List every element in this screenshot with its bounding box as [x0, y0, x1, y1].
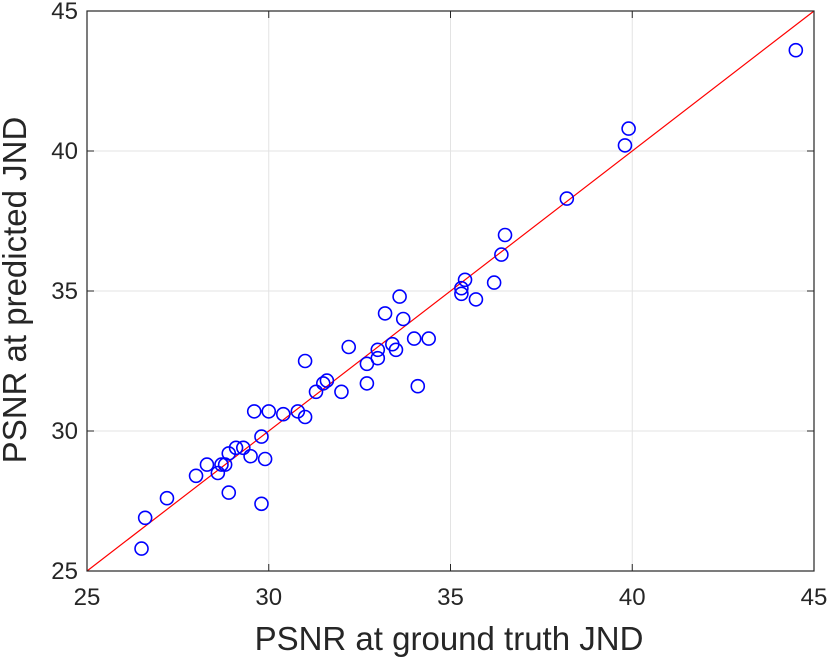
y-tick-label: 25: [51, 558, 78, 585]
data-point: [319, 373, 335, 388]
y-tick-label: 40: [51, 138, 78, 165]
data-point: [370, 350, 386, 366]
data-point: [788, 42, 804, 58]
data-point: [457, 272, 473, 288]
data-point: [341, 339, 357, 355]
axes-frame: [86, 10, 815, 572]
data-points: [134, 42, 804, 556]
tick-labels: 25 30 35 40 45 25 30 35 40 45: [51, 0, 827, 611]
x-tick-label: 30: [255, 584, 282, 611]
y-axis-label: PSNR at predicted JND: [0, 117, 33, 464]
data-point: [210, 465, 226, 481]
data-point: [392, 289, 407, 304]
data-point: [246, 404, 262, 419]
plot-frame: [86, 10, 815, 572]
data-point: [199, 457, 215, 472]
data-point: [454, 280, 469, 296]
data-point: [308, 384, 324, 400]
data-point: [617, 138, 633, 153]
data-point: [214, 457, 229, 472]
data-point: [454, 286, 469, 302]
data-point: [377, 306, 393, 321]
data-point: [254, 429, 269, 444]
data-point: [486, 275, 502, 290]
data-point: [243, 448, 258, 464]
reference-line-group: [86, 10, 815, 572]
data-point: [236, 440, 251, 456]
data-point: [388, 342, 404, 358]
data-point: [261, 404, 277, 419]
data-point: [275, 406, 291, 422]
data-point: [421, 331, 436, 346]
y-tick-label: 45: [51, 0, 78, 25]
data-point: [221, 446, 237, 461]
y-tick-label: 30: [51, 418, 78, 445]
data-point: [257, 451, 273, 467]
data-point: [159, 490, 175, 506]
data-point: [137, 510, 153, 526]
data-point: [297, 353, 313, 369]
data-point: [228, 440, 244, 456]
data-point: [221, 485, 237, 500]
data-point: [334, 384, 349, 400]
data-point: [188, 468, 204, 484]
data-point: [359, 376, 375, 391]
data-point: [468, 292, 484, 307]
x-tick-label: 25: [74, 584, 101, 611]
x-tick-label: 40: [619, 584, 646, 611]
data-point: [497, 227, 513, 243]
data-point: [559, 191, 575, 206]
y-tick-label: 35: [51, 278, 78, 305]
x-tick-label: 45: [801, 584, 828, 611]
x-axis-label: PSNR at ground truth JND: [255, 620, 644, 657]
data-point: [290, 404, 306, 419]
data-point: [254, 496, 269, 512]
data-point: [621, 121, 636, 136]
data-point: [134, 541, 149, 556]
data-point: [395, 311, 411, 327]
x-tick-label: 35: [437, 584, 464, 611]
data-point: [494, 247, 509, 262]
data-point: [410, 378, 426, 394]
data-point: [406, 331, 422, 346]
data-point: [297, 409, 313, 425]
data-point: [315, 376, 331, 391]
reference-line: [86, 10, 815, 572]
data-point: [370, 342, 386, 358]
